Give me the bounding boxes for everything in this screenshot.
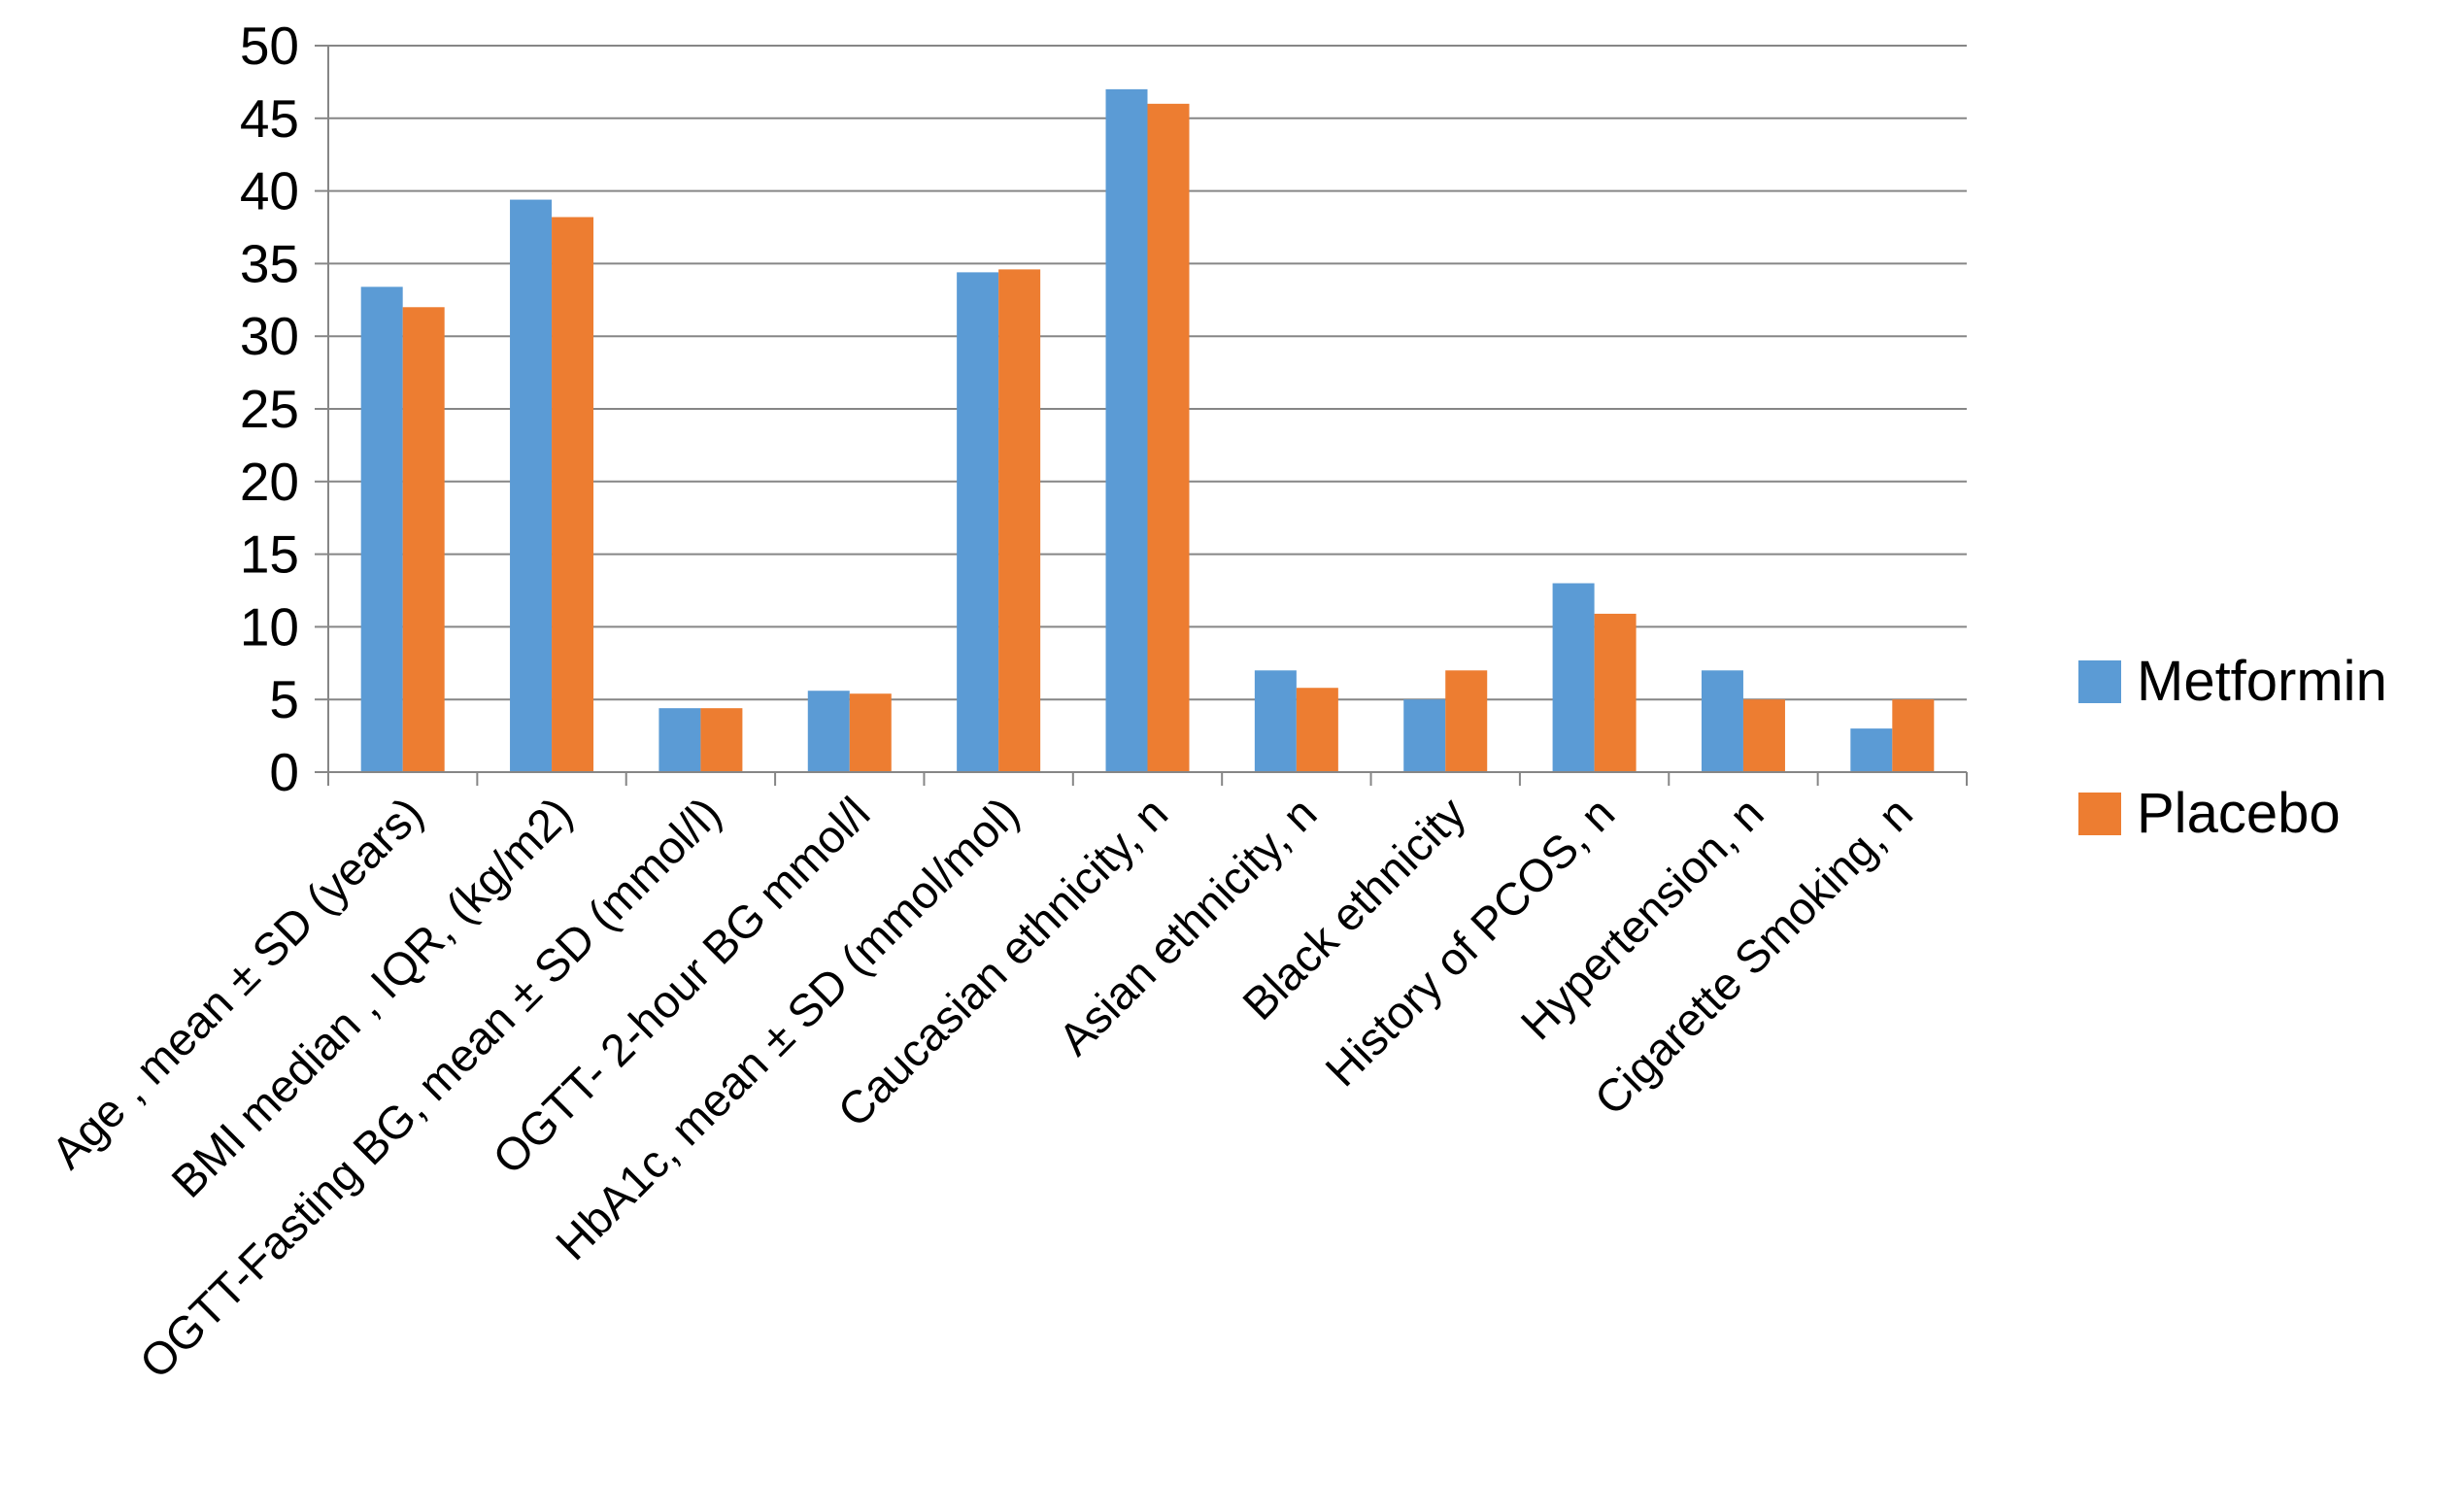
bars <box>360 88 1935 773</box>
bar-metformin <box>658 708 701 772</box>
y-tick-label: 15 <box>240 524 299 585</box>
y-tick-label: 20 <box>240 452 299 512</box>
bar-placebo <box>402 307 445 772</box>
x-tick-label: History of PCOS, n <box>1315 787 1624 1096</box>
x-tick-label: OGTT-Fasting BG, mean ± SD (mmol/l) <box>129 787 730 1388</box>
bar-metformin <box>360 287 403 772</box>
y-tick-label: 10 <box>240 596 299 657</box>
legend-label-placebo: Placebo <box>2137 782 2341 845</box>
legend-swatch-placebo <box>2078 793 2121 835</box>
y-tick-label: 25 <box>240 379 299 439</box>
bar-placebo <box>849 693 892 772</box>
legend-swatch-metformin <box>2078 660 2121 703</box>
y-tick-label: 35 <box>240 233 299 293</box>
legend-label-metformin: Metformin <box>2137 650 2387 713</box>
bar-placebo <box>998 269 1041 772</box>
y-tick-label: 5 <box>269 669 299 729</box>
bar-placebo <box>700 708 743 772</box>
y-tick-label: 0 <box>269 742 299 802</box>
axes <box>315 45 1968 786</box>
y-tick-label: 30 <box>240 306 299 366</box>
bar-placebo <box>1892 699 1935 772</box>
bar-metformin <box>1701 670 1743 772</box>
bar-metformin <box>1105 88 1148 772</box>
legend: Metformin Placebo <box>2078 650 2387 845</box>
x-tick-label: Asian ethnicity, n <box>1048 787 1326 1064</box>
bar-placebo <box>1296 688 1338 772</box>
x-tick-labels: Age , mean ± SD (years)BMI median , IQR,… <box>41 787 1922 1388</box>
bar-metformin <box>510 199 553 773</box>
bar-metformin <box>957 272 999 773</box>
bar-placebo <box>1742 699 1785 772</box>
bar-placebo <box>552 217 594 772</box>
bar-metformin <box>1850 728 1893 772</box>
bar-metformin <box>1403 699 1446 772</box>
y-tick-labels: 0 5 10 15 20 25 30 35 40 45 50 <box>240 16 299 802</box>
bar-metformin <box>1552 583 1595 772</box>
y-tick-label: 45 <box>240 88 299 149</box>
y-tick-label: 50 <box>240 16 299 76</box>
bar-metformin <box>807 691 850 772</box>
bar-metformin <box>1254 670 1297 772</box>
bar-placebo <box>1445 670 1488 772</box>
bar-placebo <box>1147 103 1190 773</box>
bar-placebo <box>1594 613 1637 772</box>
y-tick-label: 40 <box>240 161 299 221</box>
